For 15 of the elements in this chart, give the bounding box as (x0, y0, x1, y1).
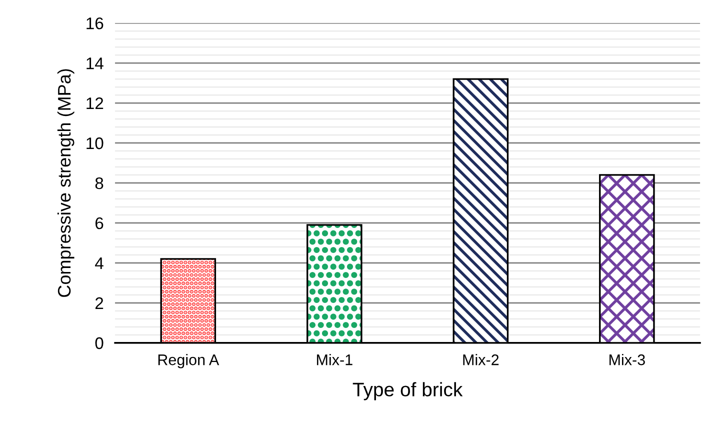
x-tick-label: Mix-1 (316, 354, 352, 366)
y-axis-title: Compressive strength (MPa) (57, 69, 74, 297)
x-tick-label: Mix-3 (610, 354, 645, 366)
y-tick-label: 8 (95, 177, 104, 190)
y-tick-label: 4 (95, 258, 104, 269)
y-tick-label: 14 (86, 58, 104, 70)
x-tick-label: Region A (158, 354, 220, 368)
x-tick-label: Mix-2 (463, 354, 499, 366)
y-tick-label: 10 (86, 137, 104, 150)
x-axis-title: Type of brick (352, 382, 463, 400)
y-tick-label: 2 (95, 297, 104, 309)
y-tick-label: 6 (95, 217, 104, 230)
y-tick-label: 0 (95, 337, 104, 350)
y-tick-label: 16 (86, 17, 104, 30)
y-tick-label: 12 (86, 97, 104, 110)
